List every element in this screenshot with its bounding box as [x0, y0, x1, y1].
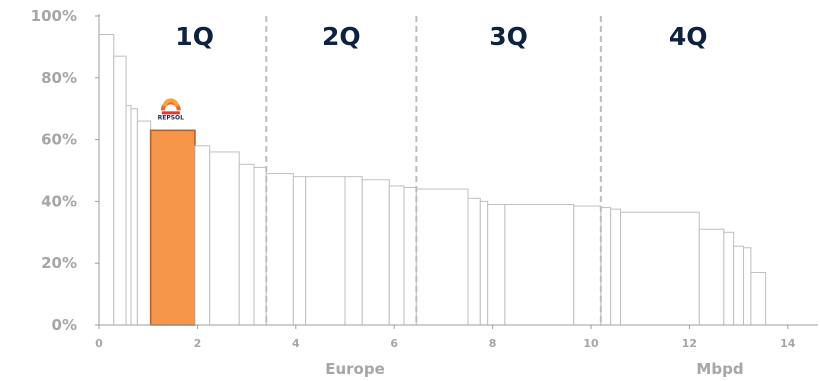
bar-26	[698, 228, 725, 326]
quartile-dividers	[265, 16, 602, 325]
bar-22	[573, 205, 602, 326]
repsol-logo: REPSOL	[158, 98, 185, 121]
bar-11	[292, 176, 307, 326]
quartile-labels: 1Q 2Q 3Q 4Q	[175, 22, 707, 51]
bar-6	[194, 145, 211, 326]
bar-12	[305, 176, 346, 326]
bar-16	[403, 186, 417, 326]
x-tick-label: 14	[780, 337, 796, 350]
bar-8	[238, 163, 255, 326]
bar-29	[743, 247, 752, 326]
y-tick-label: 80%	[41, 69, 77, 87]
bar-10	[265, 173, 294, 326]
x-tick-label: 10	[583, 337, 599, 350]
bar-25	[620, 211, 700, 326]
y-tick-label: 0%	[52, 316, 77, 334]
bar-7	[209, 151, 240, 326]
y-tick-labels: 0% 20% 40% 60% 80% 100%	[31, 7, 99, 334]
bar-27	[723, 231, 735, 326]
x-tick-label: 12	[682, 337, 697, 350]
bar-14	[361, 179, 390, 326]
bar-13	[344, 176, 363, 326]
x-tick-label: 6	[390, 337, 398, 350]
quartile-label: 1Q	[175, 22, 214, 51]
x-tick-label: 0	[95, 337, 103, 350]
y-tick-label: 20%	[41, 254, 77, 272]
bar-15	[388, 185, 405, 326]
bar-18	[467, 197, 481, 326]
y-tick-label: 60%	[41, 131, 77, 149]
bar-19	[479, 200, 489, 326]
bar-28	[733, 245, 745, 326]
x-axis-secondary-label: Europe	[325, 360, 385, 378]
bar-4	[136, 120, 152, 326]
bar-highlighted	[149, 129, 196, 326]
x-axis-label: Mbpd	[696, 360, 743, 378]
y-tick-label: 40%	[41, 192, 77, 210]
x-tick-label: 4	[292, 337, 300, 350]
bar-17	[415, 188, 469, 326]
quartile-label: 3Q	[489, 22, 528, 51]
bar-21	[504, 203, 575, 326]
bar-30	[750, 271, 767, 326]
quartile-label: 4Q	[669, 22, 708, 51]
bars-layer	[98, 34, 767, 326]
bar-23	[600, 207, 612, 326]
quartile-label: 2Q	[322, 22, 361, 51]
x-tick-label: 2	[194, 337, 202, 350]
repsol-logo-mark: REPSOL	[158, 98, 185, 121]
bar-9	[253, 166, 267, 326]
axes	[98, 14, 818, 326]
bar-2	[125, 105, 132, 326]
y-tick-label: 100%	[31, 7, 77, 25]
x-tick-label: 8	[489, 337, 497, 350]
bar-1	[113, 55, 127, 326]
repsol-logo-text: REPSOL	[158, 114, 185, 121]
bar-24	[610, 208, 622, 326]
bar-3	[130, 108, 138, 326]
bar-20	[487, 203, 506, 326]
x-tick-labels: 0 2 4 6 8 10 12 14	[95, 325, 796, 350]
bar-0	[98, 34, 115, 326]
